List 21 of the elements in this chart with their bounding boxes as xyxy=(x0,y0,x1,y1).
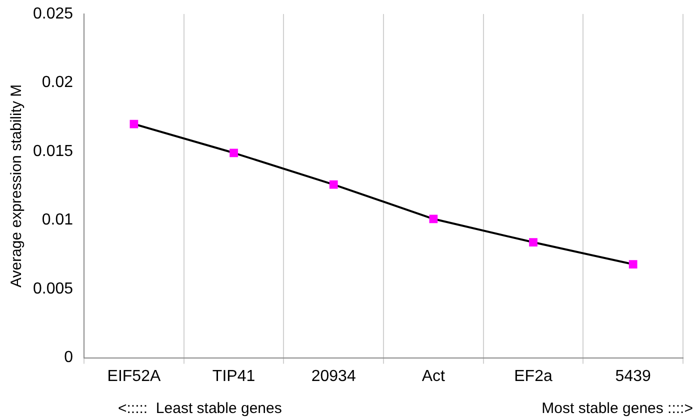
y-tick-label: 0.02 xyxy=(42,74,74,92)
point xyxy=(529,238,538,246)
x-tick-label: Act xyxy=(422,368,446,385)
text: Most stable genes ::::> xyxy=(542,400,694,417)
point xyxy=(130,120,138,128)
text: <::::: Least stable genes xyxy=(118,400,282,417)
y-tick-label: 0.015 xyxy=(32,142,74,160)
x-tick-label: 20934 xyxy=(311,368,356,385)
y-axis-title: Average expression stability M xyxy=(8,84,26,288)
y-tick-label: 0.025 xyxy=(32,5,74,22)
point xyxy=(230,148,238,158)
x-tick-label: TIP41 xyxy=(212,368,256,385)
x-tick-label: 5439 xyxy=(615,368,651,385)
y-tick-label: 0.01 xyxy=(42,212,74,229)
y-tick-label: 0 xyxy=(64,349,74,366)
x-tick-label: EIF52A xyxy=(107,368,161,385)
x-tick-label: EF2a xyxy=(514,368,552,385)
point xyxy=(429,214,438,224)
y-tick-label: 0.005 xyxy=(32,280,74,298)
point xyxy=(628,260,638,268)
point xyxy=(329,180,338,189)
